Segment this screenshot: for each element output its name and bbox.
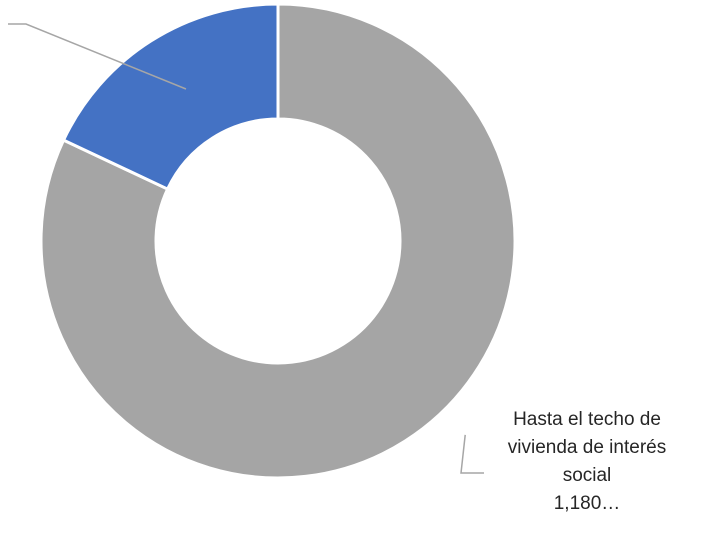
leader-line-blue-slice bbox=[8, 23, 187, 90]
data-label-techo-vis: Hasta el techo de vivienda de interés so… bbox=[470, 406, 704, 518]
leader-line-grey-slice bbox=[460, 434, 484, 474]
data-label-line-3: social bbox=[562, 465, 612, 486]
donut-slice-1 bbox=[61, 2, 280, 192]
data-label-value: 1,180… bbox=[553, 493, 621, 514]
data-label-line-2: vivienda de interés bbox=[507, 437, 667, 458]
data-label-line-1: Hasta el techo de bbox=[513, 409, 661, 430]
donut-slice-0 bbox=[39, 2, 517, 480]
